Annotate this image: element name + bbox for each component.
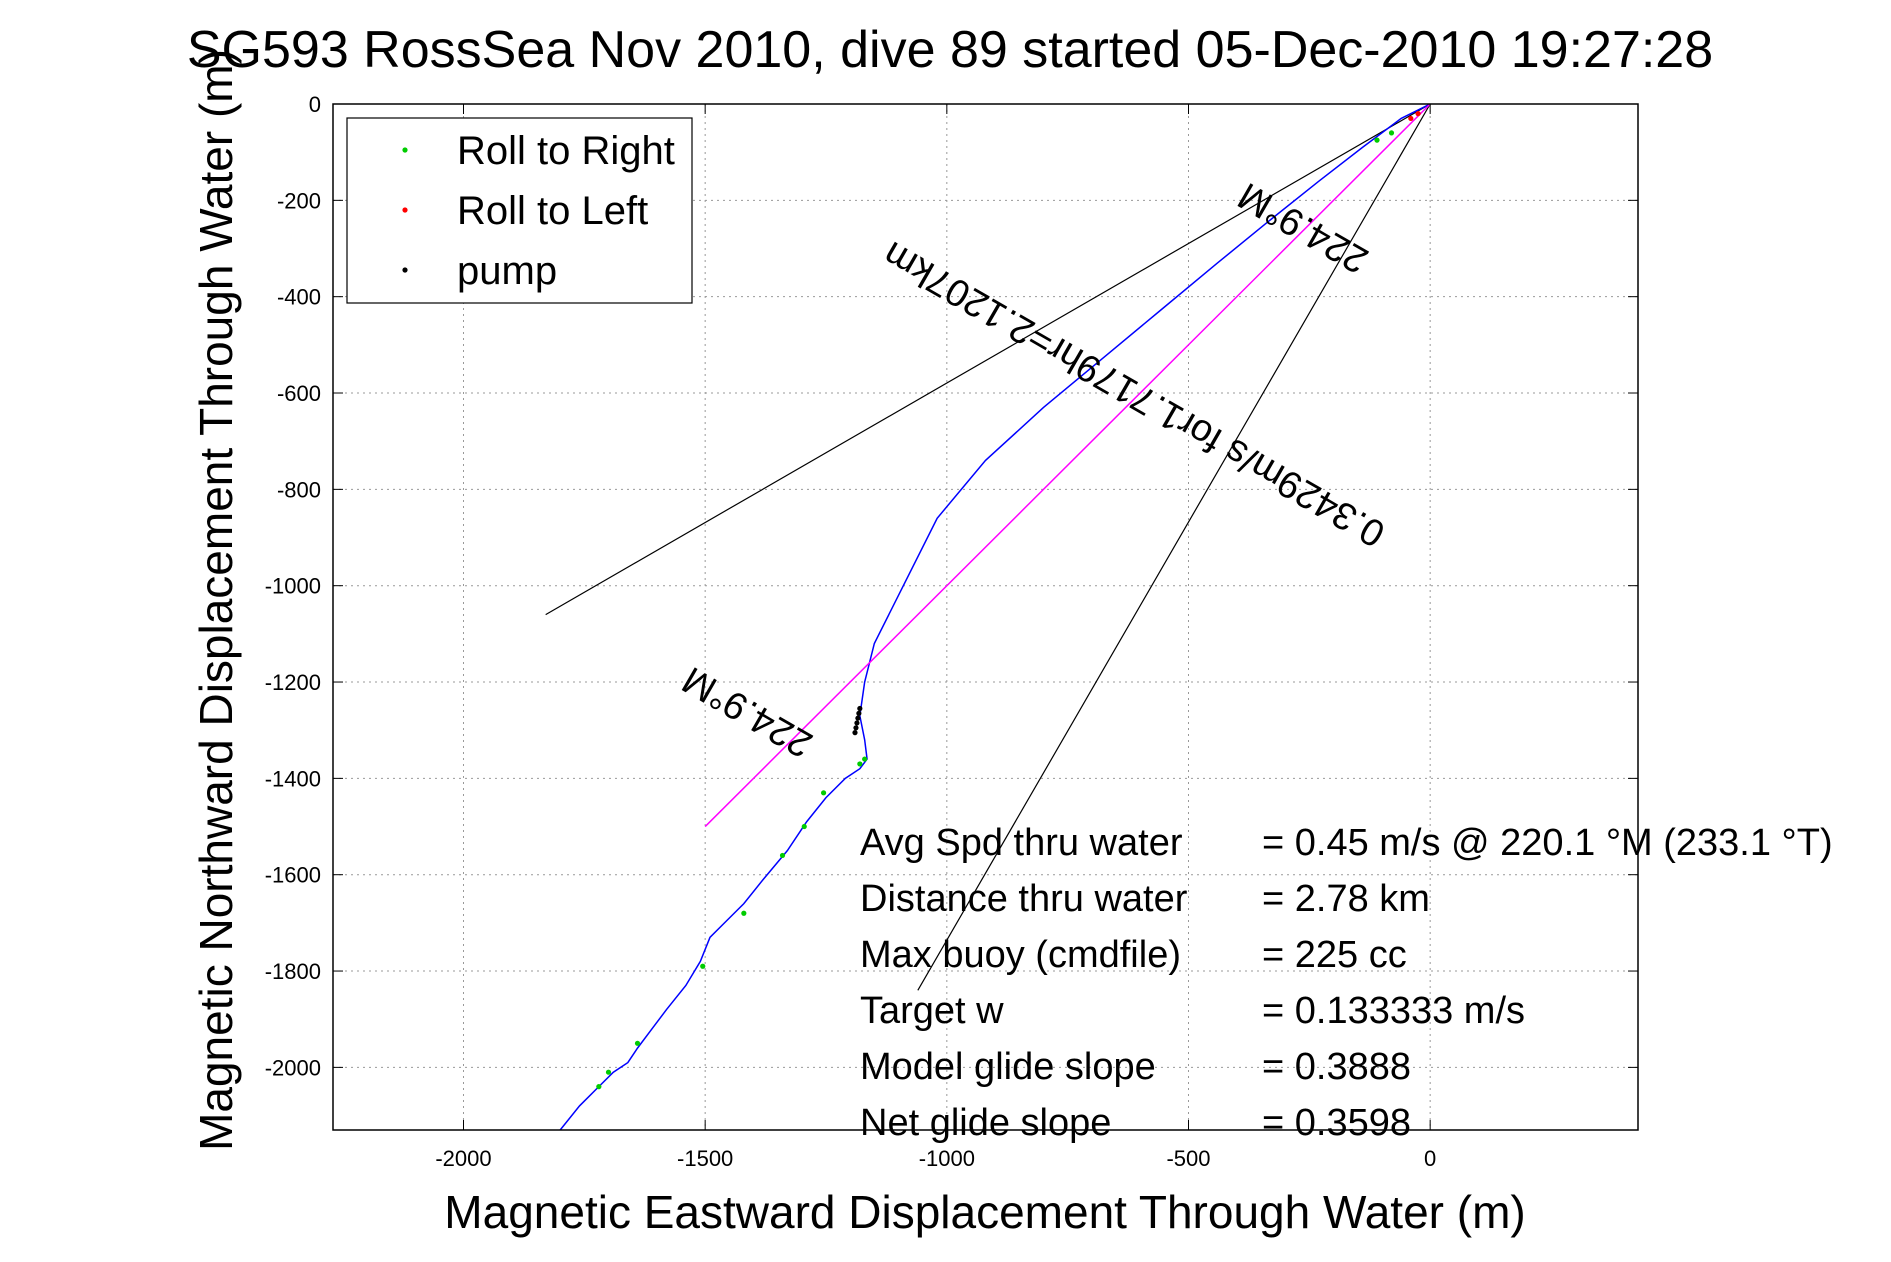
- x-tick-label: -500: [1166, 1146, 1210, 1171]
- roll-left-point: [1408, 115, 1414, 122]
- x-tick-label: -2000: [435, 1146, 491, 1171]
- annotation-label: Distance thru water: [860, 878, 1188, 920]
- y-tick-label: 0: [309, 92, 321, 117]
- legend-entry-label: pump: [457, 249, 557, 293]
- pump-point: [857, 705, 863, 712]
- annotation-label: Target w: [860, 990, 1004, 1032]
- heading-line: [704, 104, 1431, 828]
- y-tick-label: -1200: [265, 670, 321, 695]
- annotation-label: Max buoy (cmdfile): [860, 934, 1181, 976]
- plot-area-frame: [332, 103, 1639, 1131]
- legend-marker: [402, 267, 408, 273]
- stats-annotations: Avg Spd thru water = 0.45 m/s @ 220.1 °M …: [860, 822, 1833, 1144]
- envelope-line: [917, 104, 1431, 991]
- rotated-label: 224.9°M: [1231, 174, 1375, 281]
- roll-right-point: [700, 963, 706, 969]
- track-line: [559, 104, 1431, 1130]
- y-tick-label: -600: [277, 381, 321, 406]
- annotation-label: Model glide slope: [860, 1046, 1156, 1088]
- chart-title: SG593 RossSea Nov 2010, dive 89 started …: [187, 21, 1713, 79]
- y-tick-label: -200: [277, 188, 321, 213]
- annotation-value: = 0.45 m/s @ 220.1 °M (233.1 °T): [1262, 822, 1833, 864]
- roll-right-point: [741, 910, 747, 916]
- legend-marker: [402, 147, 408, 153]
- y-axis-label: Magnetic Northward Displacement Through …: [190, 49, 242, 1151]
- rotated-label: 224.9°M: [676, 658, 820, 765]
- annotation-value: = 2.78 km: [1262, 878, 1430, 920]
- roll-right-point: [1388, 130, 1395, 136]
- x-tick-label: -1500: [677, 1146, 733, 1171]
- roll-right-point: [596, 1084, 602, 1090]
- roll-right-point: [634, 1040, 641, 1046]
- roll-right-point: [820, 790, 827, 796]
- annotation-label: Net glide slope: [860, 1102, 1111, 1144]
- legend-entry-label: Roll to Right: [457, 129, 675, 173]
- axis-ticks: -2000 -1500 -1000 -500 0 0 -200 -400 -600 -800 -10…: [265, 92, 1638, 1171]
- roll-right-point: [779, 852, 786, 859]
- y-tick-label: -2000: [265, 1055, 321, 1080]
- legend-entry-label: Roll to Left: [457, 189, 648, 233]
- roll-right-point: [605, 1069, 612, 1075]
- x-tick-label: 0: [1424, 1146, 1436, 1171]
- roll-right-point: [862, 756, 868, 762]
- annotation-label: Avg Spd thru water: [860, 822, 1183, 864]
- roll-right-point: [801, 823, 807, 830]
- y-tick-label: -1000: [265, 574, 321, 599]
- envelope-line: [545, 104, 1431, 616]
- roll-left-point: [1415, 111, 1421, 117]
- y-tick-label: -1400: [265, 766, 321, 791]
- y-tick-label: -800: [277, 477, 321, 502]
- annotation-value: = 0.3888: [1262, 1046, 1411, 1088]
- legend: Roll to Right Roll to Left pump: [346, 117, 693, 304]
- pump-point: [852, 730, 858, 736]
- y-tick-label: -1600: [265, 863, 321, 888]
- pump-point: [855, 715, 861, 721]
- annotation-value: = 0.3598: [1262, 1102, 1411, 1144]
- annotation-value: = 225 cc: [1262, 934, 1407, 976]
- roll-right-point: [1374, 137, 1380, 143]
- x-axis-label: Magnetic Eastward Displacement Through W…: [444, 1186, 1525, 1238]
- pump-point: [856, 710, 862, 716]
- roll-right-point: [857, 761, 863, 767]
- annotation-value: = 0.133333 m/s: [1262, 990, 1525, 1032]
- pump-point: [854, 720, 860, 726]
- y-tick-label: -400: [277, 285, 321, 310]
- pump-point: [853, 725, 859, 731]
- y-tick-label: -1800: [265, 959, 321, 984]
- rotated-label: 0.3429m/s for1.7179hr=2.1207km: [876, 233, 1392, 555]
- legend-marker: [402, 207, 408, 213]
- x-tick-label: -1000: [919, 1146, 975, 1171]
- grid-lines: [333, 103, 1638, 1130]
